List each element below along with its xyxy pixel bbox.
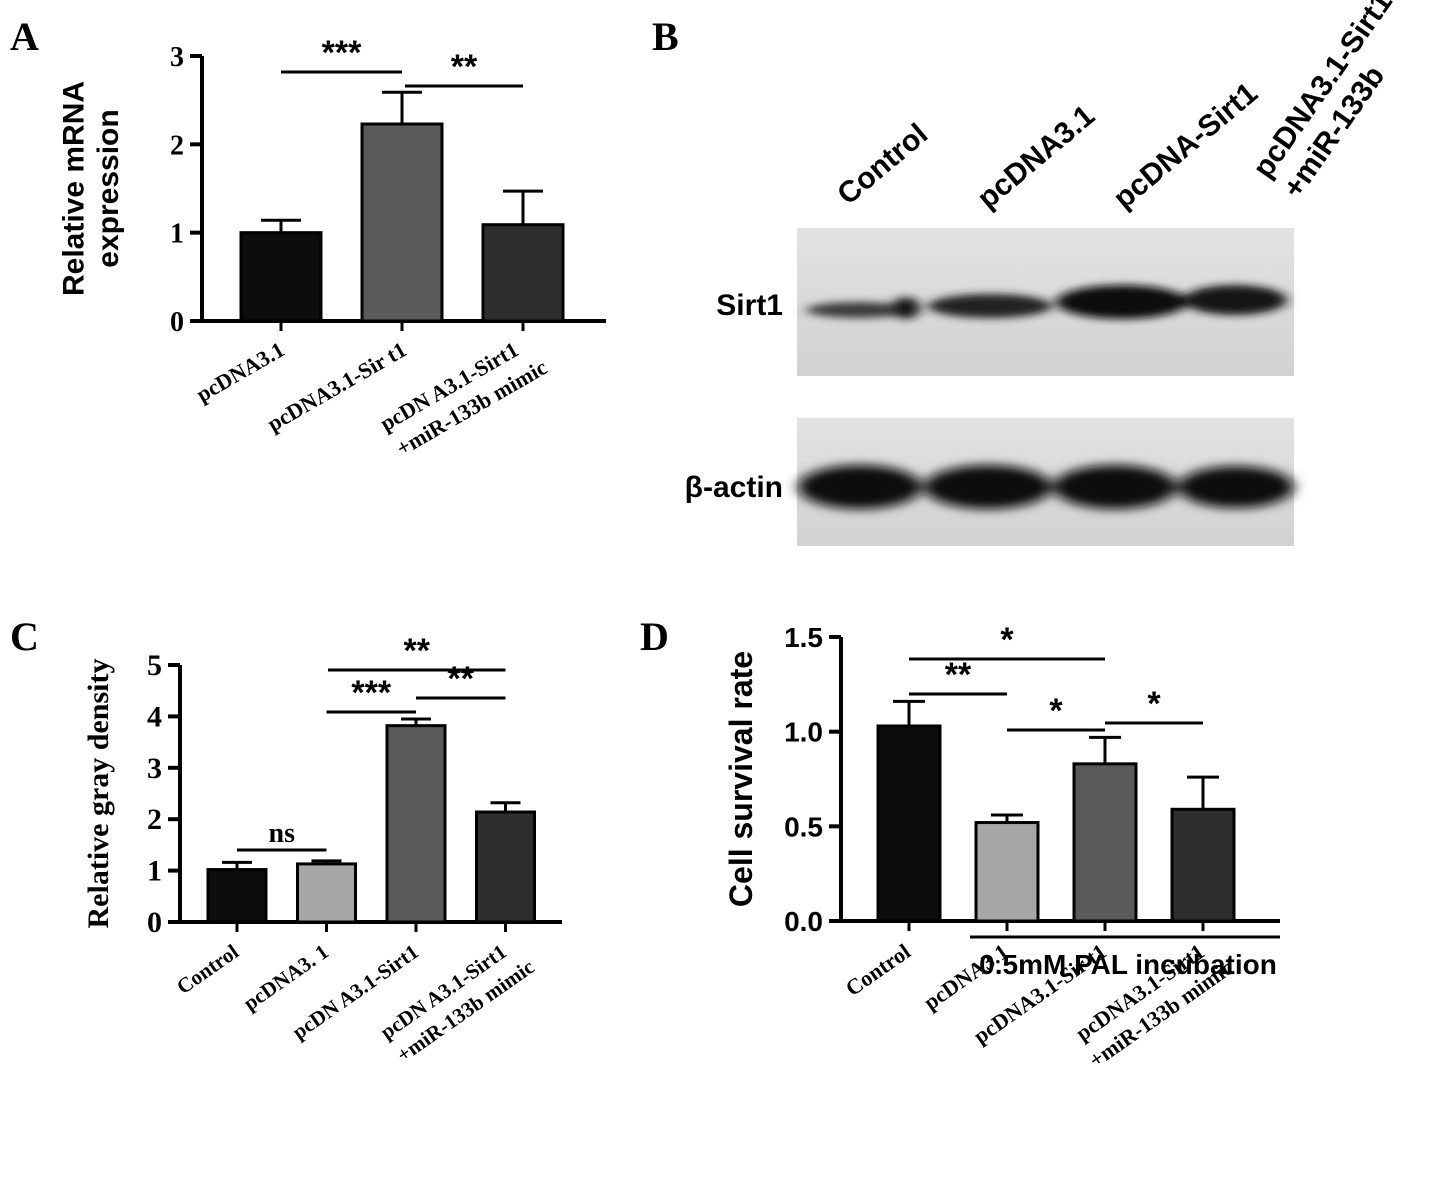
y-axis-label: Cell survival rate xyxy=(723,651,759,907)
y-tick-label: 5 xyxy=(147,649,162,682)
category-label: pcDNA3.1 xyxy=(192,337,289,407)
row-label-sirt1: Sirt1 xyxy=(716,289,783,322)
band-actin-pcdna-sirt1-mir xyxy=(1178,466,1294,508)
category-label-line: pcDNA3.1 xyxy=(192,337,289,407)
significance-label: ** xyxy=(404,632,431,670)
significance-label: ** xyxy=(451,48,478,86)
significance-label: ** xyxy=(448,660,475,698)
bar xyxy=(1170,807,1236,923)
significance-label: * xyxy=(1147,685,1161,723)
category-label: Control xyxy=(841,939,915,1001)
panel-letter-d: D xyxy=(640,614,669,659)
band-sirt1-pcdna-sirt1-mir xyxy=(1183,285,1287,315)
significance-label: ** xyxy=(945,656,972,694)
bar xyxy=(475,810,536,924)
y-tick-label: 1 xyxy=(147,855,162,888)
lane-label-control: Control xyxy=(831,118,934,212)
bar xyxy=(876,724,942,923)
bar xyxy=(360,122,444,323)
significance-label: * xyxy=(1049,692,1063,730)
category-label-line: Control xyxy=(841,939,915,1001)
y-tick-label: 0.0 xyxy=(784,906,823,937)
group-label: 0.5mM PAL incubation xyxy=(979,949,1277,980)
gel-strip-sirt1 xyxy=(797,228,1294,376)
category-label-line: Control xyxy=(172,939,243,999)
panel-letter-a: A xyxy=(10,14,39,59)
y-tick-label: 1 xyxy=(170,219,184,250)
bar xyxy=(974,821,1040,923)
y-tick-label: 2 xyxy=(170,130,184,161)
bar xyxy=(239,231,323,323)
y-tick-label: 3 xyxy=(170,42,184,73)
significance-label: *** xyxy=(322,34,362,72)
band-sirt1-control-dot xyxy=(892,297,920,319)
y-axis-label: Relative gray density xyxy=(82,659,115,929)
row-label-beta-actin: β-actin xyxy=(685,471,783,504)
western-blot: Control pcDNA3.1 pcDNA-Sirt1 pcDNA3.1-Si… xyxy=(685,0,1399,546)
y-axis-label: Relative mRNAexpression xyxy=(58,81,126,296)
bar xyxy=(385,724,447,924)
y-tick-label: 1.0 xyxy=(784,717,823,748)
bar xyxy=(1072,762,1138,923)
y-tick-label: 0.5 xyxy=(784,811,823,842)
y-tick-label: 2 xyxy=(147,803,162,836)
significance-label: ns xyxy=(269,818,296,849)
band-actin-control xyxy=(798,465,922,509)
significance-label: * xyxy=(1000,621,1014,659)
gel-strip-beta-actin xyxy=(797,418,1294,546)
band-actin-pcdna31 xyxy=(924,465,1052,509)
y-axis-label-line: Cell survival rate xyxy=(723,651,759,907)
band-sirt1-control xyxy=(806,302,910,318)
y-axis-label-line: Relative gray density xyxy=(82,659,115,929)
bar xyxy=(206,868,268,924)
y-tick-label: 3 xyxy=(147,752,162,785)
y-tick-label: 1.5 xyxy=(784,622,823,653)
bar xyxy=(481,223,565,323)
significance-label: *** xyxy=(351,674,391,712)
bar xyxy=(296,862,357,924)
panel-letter-c: C xyxy=(10,614,39,659)
band-sirt1-pcdna31 xyxy=(928,294,1052,318)
y-axis-label-line: Relative mRNA xyxy=(58,81,91,296)
y-tick-label: 0 xyxy=(147,906,162,939)
band-sirt1-pcdna-sirt1 xyxy=(1056,285,1188,319)
y-tick-label: 0 xyxy=(170,307,184,338)
band-actin-pcdna-sirt1 xyxy=(1053,465,1177,509)
lane-label-pcdna31: pcDNA3.1 xyxy=(971,99,1101,215)
y-axis-label-line: expression xyxy=(92,109,125,267)
lane-label-pcdna-sirt1: pcDNA-Sirt1 xyxy=(1107,77,1264,216)
y-tick-label: 4 xyxy=(147,700,162,733)
category-label: Control xyxy=(172,939,243,999)
panel-letter-b: B xyxy=(652,14,679,59)
